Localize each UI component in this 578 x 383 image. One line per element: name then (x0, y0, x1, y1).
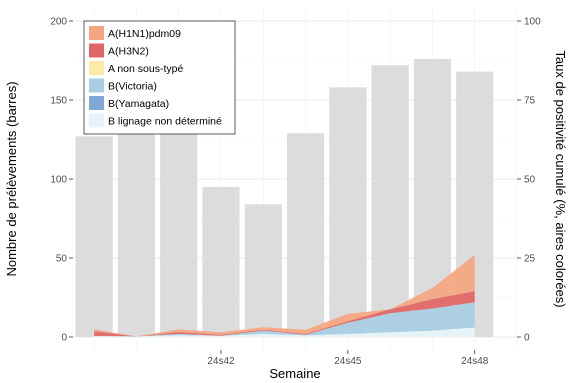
legend-key (89, 96, 104, 110)
legend: A(H1N1)pdm09 A(H3N2) A non sous-typé B(Vict… (83, 20, 236, 135)
y-left-tick-label: 0 (61, 333, 67, 344)
bar-24s44 (286, 133, 325, 337)
y-right-tick-label: 75 (524, 96, 536, 107)
legend-label: A non sous-typé (108, 63, 183, 75)
bar-24s46 (371, 65, 409, 338)
axes: 0 50 100 150 200 0 25 50 75 100 24s42 24s45 24s48 (50, 17, 541, 368)
bar-24s45 (329, 87, 367, 337)
y-right-tick-label: 50 (524, 175, 536, 186)
y-right-tick-label: 25 (524, 254, 536, 265)
legend-label: A(H3N2) (108, 46, 149, 58)
x-axis-title: Semaine (269, 366, 320, 381)
y-right-tick-label: 100 (524, 17, 541, 28)
area-series-0 (94, 327, 475, 337)
area-series-2 (94, 302, 475, 337)
y-left-tick-label: 200 (50, 17, 67, 28)
x-tick-label: 24s48 (461, 356, 489, 367)
y-left-tick-label: 150 (50, 96, 67, 107)
legend-key (89, 78, 104, 93)
bar-24s43 (244, 204, 282, 337)
bars (75, 47, 494, 338)
bar-24s42 (202, 186, 240, 337)
y-axis-left-title: Nombre de prélèvements (barres) (4, 81, 19, 276)
legend-box (83, 20, 236, 135)
legend-key (89, 43, 104, 58)
y-left-tick-label: 50 (56, 254, 68, 265)
bar-24s39 (75, 136, 113, 337)
legend-label: B lignage non déterminé (108, 116, 222, 128)
legend-label: B(Yamagata) (108, 98, 169, 110)
legend-key (89, 26, 104, 40)
legend-label: B(Victoria) (108, 81, 157, 93)
x-tick-label: 24s42 (207, 356, 235, 367)
legend-key (89, 113, 104, 128)
y-left-tick-label: 100 (50, 175, 67, 186)
legend-key (89, 61, 104, 75)
bar-24s40 (117, 98, 156, 337)
legend-label: A(H1N1)pdm09 (108, 28, 181, 40)
y-axis-right-title: Taux de positivité cumulé (%, aires colo… (553, 50, 568, 307)
areas (94, 254, 475, 337)
y-right-tick-label: 0 (524, 333, 530, 344)
x-tick-label: 24s45 (334, 356, 362, 367)
